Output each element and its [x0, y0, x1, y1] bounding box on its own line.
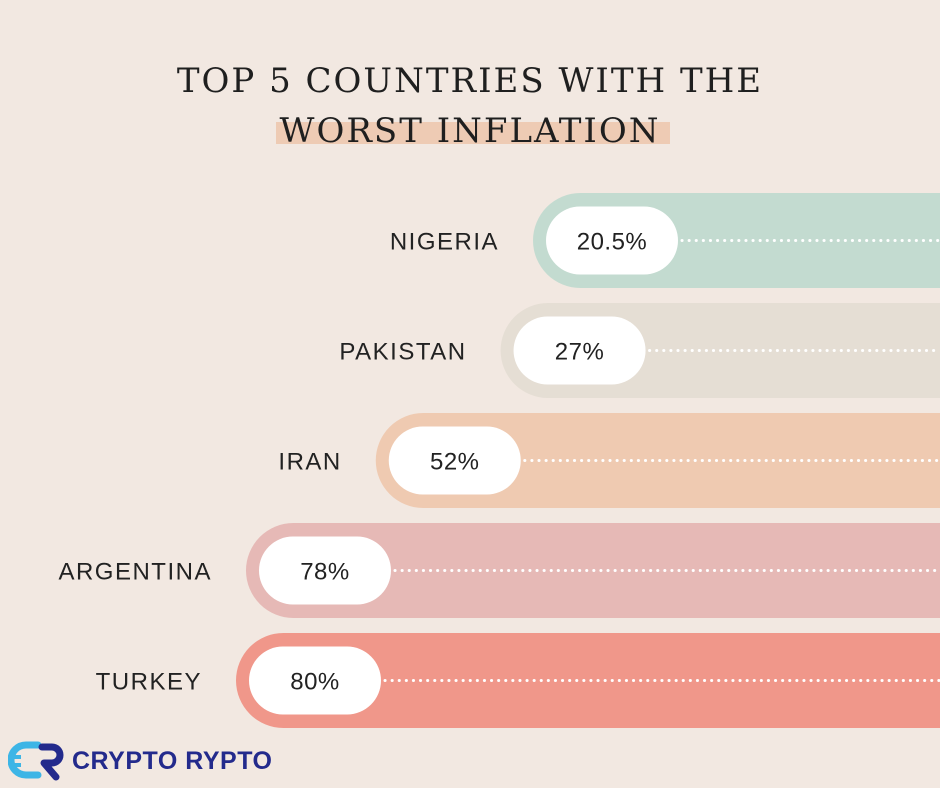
value-pill: [258, 536, 391, 605]
title-line-2: WORST INFLATION: [279, 111, 661, 151]
category-label: IRAN: [278, 449, 341, 476]
value-pill: [546, 206, 678, 275]
brand-logo: CRYPTO RYPTO: [8, 738, 272, 784]
category-label: PAKISTAN: [339, 339, 466, 366]
cr-logo-icon: [8, 741, 64, 781]
category-label: NIGERIA: [390, 229, 499, 256]
title-line-2-wrapper: WORST INFLATION: [275, 108, 671, 154]
value-label: 27%: [555, 339, 605, 366]
value-label: 78%: [300, 559, 350, 586]
value-pill: [513, 316, 646, 385]
bar-turkey: [236, 633, 940, 728]
title-line-1: TOP 5 COUNTRIES WITH THE: [176, 61, 764, 101]
value-label: 52%: [430, 449, 480, 476]
value-pill: [249, 646, 381, 715]
category-label: ARGENTINA: [58, 559, 212, 586]
title-highlight: [275, 122, 671, 144]
value-pill: [388, 426, 521, 495]
bar-iran: [375, 413, 940, 508]
chart-title: TOP 5 COUNTRIES WITH THE WORST INFLATION: [0, 58, 940, 154]
category-label: TURKEY: [96, 669, 202, 696]
value-label: 80%: [290, 669, 340, 696]
logo-text: CRYPTO RYPTO: [72, 746, 273, 775]
value-label: 20.5%: [577, 229, 648, 256]
